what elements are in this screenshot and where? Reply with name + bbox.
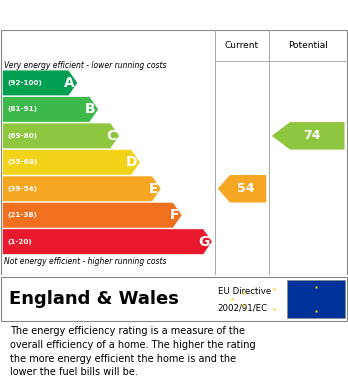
- Text: Current: Current: [225, 41, 259, 50]
- Text: E: E: [149, 182, 158, 196]
- Polygon shape: [3, 70, 77, 95]
- Text: 54: 54: [237, 182, 254, 195]
- Bar: [287, 280, 345, 318]
- Text: 74: 74: [303, 129, 321, 142]
- Text: (81-91): (81-91): [7, 106, 37, 112]
- Text: (21-38): (21-38): [7, 212, 37, 218]
- Polygon shape: [3, 229, 212, 254]
- Text: Energy Efficiency Rating: Energy Efficiency Rating: [9, 7, 210, 23]
- Text: EU Directive: EU Directive: [218, 287, 271, 296]
- Text: (55-68): (55-68): [7, 159, 37, 165]
- Text: C: C: [106, 129, 116, 143]
- Text: England & Wales: England & Wales: [9, 290, 179, 308]
- Text: D: D: [126, 155, 137, 169]
- Text: G: G: [198, 235, 209, 249]
- Polygon shape: [218, 175, 266, 203]
- Polygon shape: [272, 122, 345, 150]
- Text: (92-100): (92-100): [7, 80, 42, 86]
- Text: Very energy efficient - lower running costs: Very energy efficient - lower running co…: [4, 61, 167, 70]
- Text: (1-20): (1-20): [7, 239, 32, 245]
- Text: B: B: [85, 102, 95, 117]
- Polygon shape: [3, 97, 98, 122]
- Polygon shape: [3, 203, 182, 228]
- Polygon shape: [3, 176, 161, 201]
- Text: A: A: [64, 76, 74, 90]
- Polygon shape: [3, 123, 119, 148]
- Text: The energy efficiency rating is a measure of the
overall efficiency of a home. T: The energy efficiency rating is a measur…: [10, 326, 255, 377]
- Text: Not energy efficient - higher running costs: Not energy efficient - higher running co…: [4, 257, 167, 266]
- Text: (69-80): (69-80): [7, 133, 37, 139]
- Text: F: F: [169, 208, 179, 222]
- Polygon shape: [3, 150, 140, 175]
- Text: (39-54): (39-54): [7, 186, 37, 192]
- Text: Potential: Potential: [288, 41, 328, 50]
- Text: 2002/91/EC: 2002/91/EC: [218, 303, 268, 312]
